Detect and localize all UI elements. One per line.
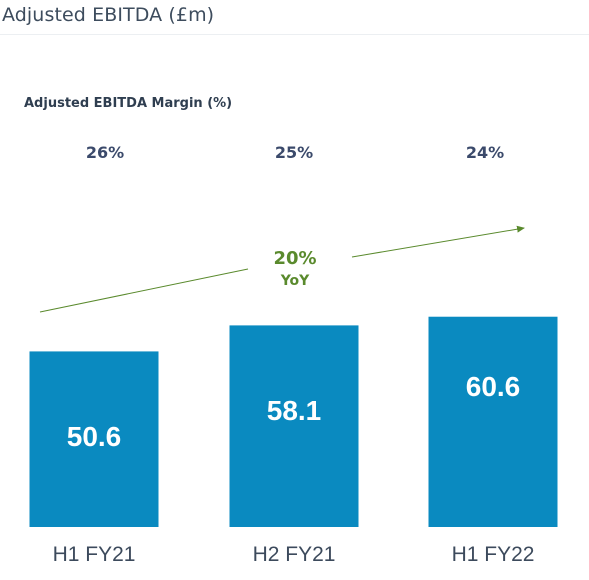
bar-h1-fy22 — [428, 316, 558, 527]
header-divider — [0, 34, 589, 35]
bar-h1-fy21 — [29, 351, 159, 527]
margin-row-title: Adjusted EBITDA Margin (%) — [24, 96, 233, 111]
growth-trend-line-left — [39, 268, 249, 313]
category-label-h1-fy21: H1 FY21 — [53, 543, 136, 566]
category-label-h2-fy21: H2 FY21 — [253, 543, 336, 566]
growth-value: 20% — [273, 248, 317, 269]
page-title: Adjusted EBITDA (£m) — [2, 4, 215, 26]
bar-value-label-h1-fy21: 50.6 — [67, 421, 122, 452]
margin-value-h2-fy21: 25% — [274, 143, 314, 162]
bars-layer — [29, 316, 558, 527]
growth-trend-arrow — [351, 225, 525, 258]
bar-h2-fy21 — [229, 325, 359, 527]
bar-value-label-h2-fy21: 58.1 — [267, 395, 322, 426]
margin-value-h1-fy21: 26% — [85, 143, 125, 162]
labels-layer: 50.6 H1 FY21 58.1 H2 FY21 60.6 H1 FY22 — [53, 371, 535, 566]
growth-suffix: YoY — [280, 273, 310, 289]
category-label-h1-fy22: H1 FY22 — [452, 543, 535, 566]
margin-value-h1-fy22: 24% — [465, 143, 505, 162]
bar-value-label-h1-fy22: 60.6 — [466, 371, 521, 402]
